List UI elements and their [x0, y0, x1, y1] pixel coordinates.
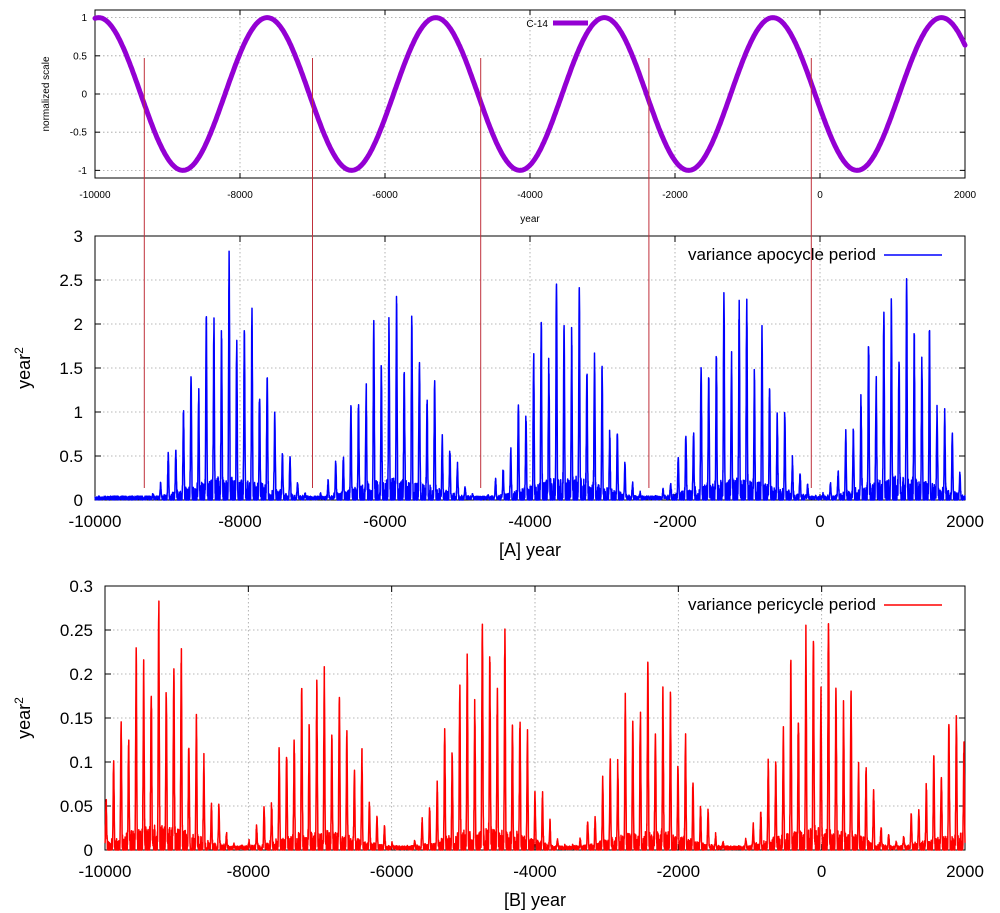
- top-y-axis-label: normalized scale: [41, 56, 52, 131]
- b-y-tick-label-0-15: 0.15: [60, 709, 93, 728]
- top-x-tick-label-2000: 2000: [954, 190, 977, 201]
- a-y-tick-label-1-5: 1.5: [59, 359, 83, 378]
- top-y-tick-label-0-5: -0.5: [70, 128, 88, 139]
- a-y-tick-label-0: 0: [74, 491, 83, 510]
- top-grid: [95, 10, 965, 178]
- c14-series-line: [92, 15, 968, 173]
- b-y-tick-label-0: 0: [84, 841, 93, 860]
- b-x-tick-label-4000: -4000: [513, 862, 556, 881]
- a-x-axis-label: [A] year: [499, 540, 561, 560]
- a-y-tick-label-2: 2: [74, 315, 83, 334]
- b-x-tick-label-10000: -10000: [79, 862, 132, 881]
- top-y-tick-label-1: -1: [78, 166, 87, 177]
- a-x-tick-label-8000: -8000: [218, 512, 261, 531]
- pericycle-legend-label: variance pericycle period: [688, 595, 876, 614]
- top-tick-labels: -10000 -8000 -6000 -4000 -2000 0 2000 -1 -0.5 0 0.…: [70, 13, 977, 201]
- top-x-tick-label-4000: -4000: [517, 190, 543, 201]
- apocycle-legend-label: variance apocycle period: [688, 245, 876, 264]
- top-y-tick-label-0: 0: [81, 90, 87, 101]
- b-y-tick-label-0-3: 0.3: [69, 577, 93, 596]
- b-x-axis-label: [B] year: [504, 890, 566, 910]
- chart-a-apocycle: -10000 -8000 -6000 -4000 -2000 0 2000 0 0.5 1 1.5 2…: [12, 227, 984, 560]
- b-y-tick-label-0-05: 0.05: [60, 797, 93, 816]
- a-y-tick-label-0-5: 0.5: [59, 447, 83, 466]
- chart-b-pericycle: -10000 -8000 -6000 -4000 -2000 0 2000 0 0.05 0.1 0…: [12, 577, 984, 910]
- top-legend: C-14: [526, 19, 588, 30]
- top-x-axis-label: year: [520, 214, 540, 225]
- a-x-tick-label-4000: -4000: [508, 512, 551, 531]
- b-y-tick-label-0-1: 0.1: [69, 753, 93, 772]
- top-x-tick-label-8000: -8000: [227, 190, 253, 201]
- a-grid: [95, 236, 965, 500]
- top-x-tick-label-2000: -2000: [662, 190, 688, 201]
- c14-legend-label: C-14: [526, 19, 548, 30]
- b-y-tick-label-0-2: 0.2: [69, 665, 93, 684]
- top-x-tick-label-10000: -10000: [79, 190, 111, 201]
- marker-lines: [143, 58, 812, 488]
- a-x-tick-label-2000: -2000: [653, 512, 696, 531]
- a-legend: variance apocycle period: [688, 245, 942, 264]
- b-y-tick-label-0-25: 0.25: [60, 621, 93, 640]
- top-x-tick-label-0: 0: [817, 190, 823, 201]
- a-x-tick-label-0: 0: [815, 512, 824, 531]
- a-y-tick-label-2-5: 2.5: [59, 271, 83, 290]
- a-x-tick-label-10000: -10000: [69, 512, 122, 531]
- top-ticks: [94, 10, 966, 178]
- b-x-tick-label-8000: -8000: [227, 862, 270, 881]
- b-legend: variance pericycle period: [688, 595, 942, 614]
- b-x-tick-label-2000: -2000: [657, 862, 700, 881]
- a-x-tick-label-2000: 2000: [946, 512, 984, 531]
- top-x-tick-label-6000: -6000: [372, 190, 398, 201]
- b-x-tick-label-0: 0: [817, 862, 826, 881]
- top-y-tick-label-1: 1: [81, 13, 87, 24]
- b-tick-labels: -10000 -8000 -6000 -4000 -2000 0 2000 0 0.05 0.1 0…: [60, 577, 984, 881]
- a-y-tick-label-3: 3: [74, 227, 83, 246]
- top-y-tick-label-0-5: 0.5: [73, 51, 87, 62]
- b-x-tick-label-6000: -6000: [370, 862, 413, 881]
- a-x-tick-label-6000: -6000: [363, 512, 406, 531]
- b-y-axis-label: year2: [12, 697, 34, 739]
- b-x-tick-label-2000: 2000: [946, 862, 984, 881]
- a-y-tick-label-1: 1: [74, 403, 83, 422]
- pericycle-variance-line: [104, 600, 966, 851]
- chart-top-c14: -10000 -8000 -6000 -4000 -2000 0 2000 -1 -0.5 0 0.…: [41, 9, 977, 225]
- apocycle-variance-line: [94, 250, 966, 501]
- a-tick-labels: -10000 -8000 -6000 -4000 -2000 0 2000 0 0.5 1 1.5 2…: [59, 227, 984, 531]
- a-y-axis-label: year2: [12, 347, 34, 389]
